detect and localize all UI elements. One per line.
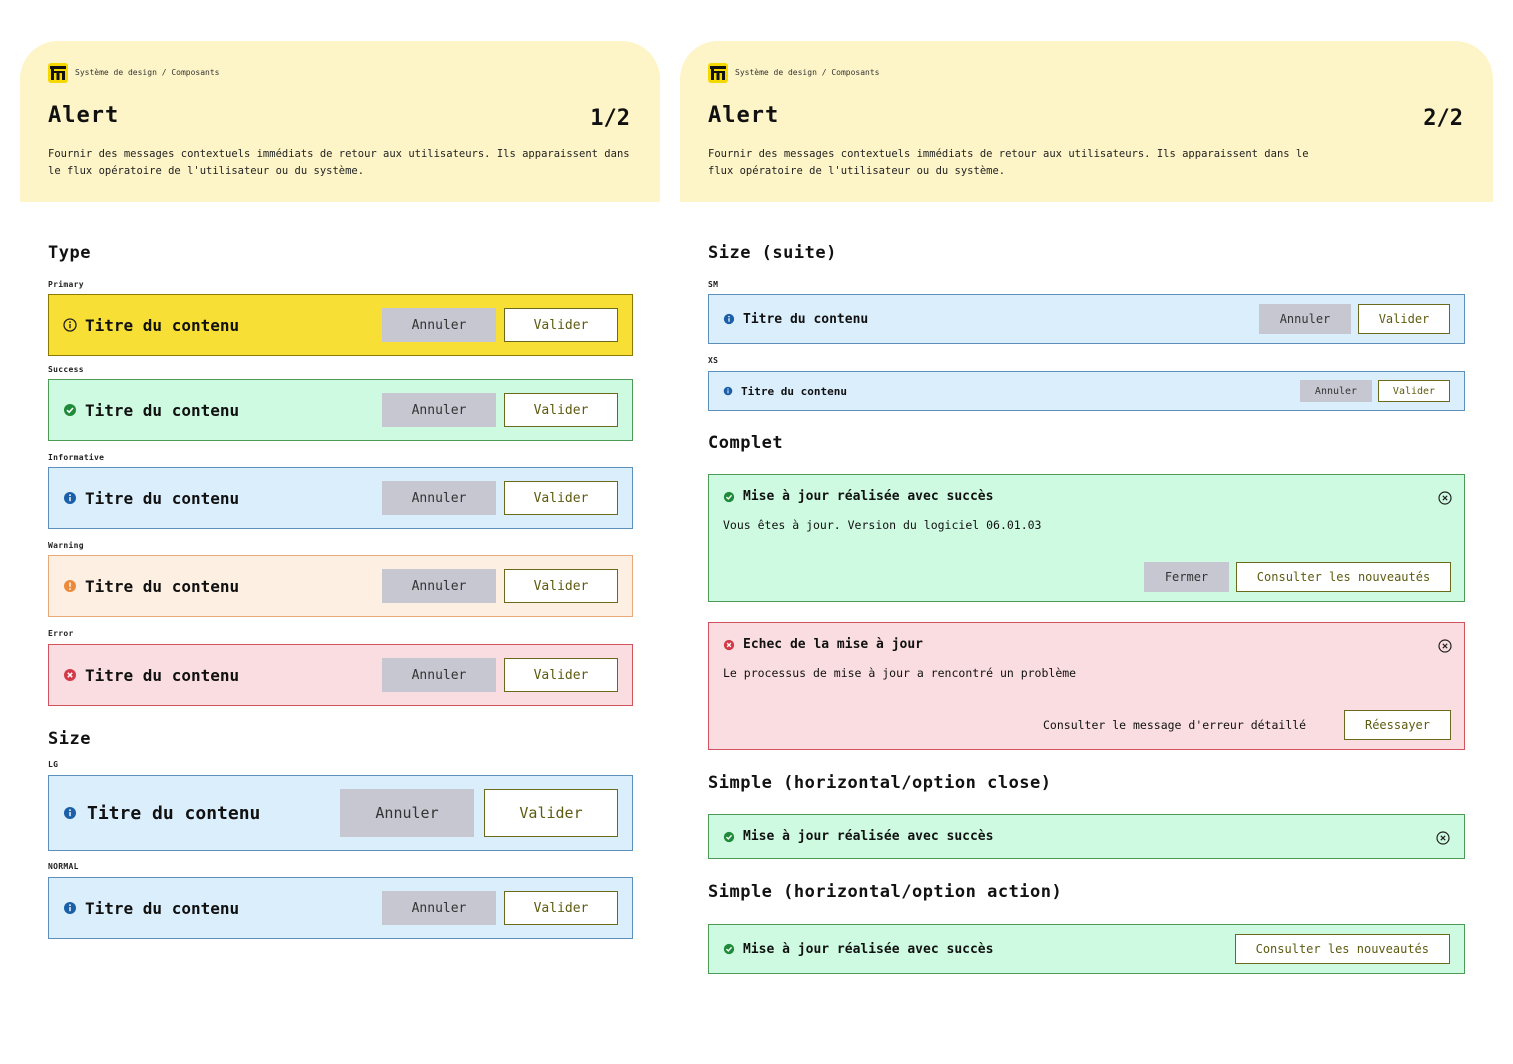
info-outline-icon	[63, 318, 77, 332]
validate-button[interactable]: Valider	[504, 658, 618, 692]
cancel-button[interactable]: Annuler	[1259, 304, 1351, 334]
alert-simple-close: Mise à jour réalisée avec succès	[708, 814, 1465, 859]
alert-title: Titre du contenu	[87, 802, 261, 824]
type-label-error: Error	[48, 629, 74, 638]
alert-title: Titre du contenu	[743, 311, 869, 327]
section-heading-simple-close: Simple (horizontal/option close)	[708, 773, 1052, 793]
section-heading-size-continued: Size (suite)	[708, 243, 837, 263]
cancel-button[interactable]: Annuler	[1300, 380, 1372, 402]
alert-title: Titre du contenu	[85, 315, 240, 335]
header-banner: Système de design / Composants Alert 2/2…	[680, 41, 1493, 202]
type-label-primary: Primary	[48, 280, 84, 289]
breadcrumb-text[interactable]: Système de design / Composants	[75, 68, 220, 77]
cancel-button[interactable]: Annuler	[382, 308, 496, 342]
alert-title: Mise à jour réalisée avec succès	[743, 829, 994, 844]
alert-size-lg: Titre du contenu Annuler Valider	[48, 775, 633, 851]
alert-size-normal: Titre du contenu Annuler Valider	[48, 877, 633, 939]
alert-title: Titre du contenu	[85, 898, 240, 918]
section-heading-complete: Complet	[708, 433, 784, 453]
header-banner: Système de design / Composants Alert 1/2…	[20, 41, 660, 202]
alert-primary: Titre du contenu Annuler Valider	[48, 294, 633, 356]
close-icon[interactable]	[1438, 490, 1452, 505]
cancel-button[interactable]: Annuler	[382, 393, 496, 427]
cancel-button[interactable]: Annuler	[382, 891, 496, 925]
view-updates-button[interactable]: Consulter les nouveautés	[1234, 934, 1450, 964]
error-circle-icon	[63, 668, 77, 682]
page-number: 2/2	[1423, 106, 1463, 131]
check-circle-icon	[723, 831, 735, 843]
alert-message: Vous êtes à jour. Version du logiciel 06…	[723, 518, 1042, 532]
size-label-normal: NORMAL	[48, 862, 79, 871]
section-heading-type: Type	[48, 243, 91, 263]
alert-title: Titre du contenu	[741, 384, 847, 398]
error-circle-icon	[723, 639, 735, 651]
validate-button[interactable]: Valider	[484, 789, 618, 837]
breadcrumb: Système de design / Composants	[48, 62, 220, 83]
page-title: Alert	[48, 103, 120, 128]
cancel-button[interactable]: Annuler	[340, 789, 474, 837]
type-label-informative: Informative	[48, 453, 105, 462]
alert-size-sm: Titre du contenu Annuler Valider	[708, 294, 1465, 344]
panel-page-1: Système de design / Composants Alert 1/2…	[20, 0, 660, 1064]
brand-logo-icon	[48, 62, 68, 83]
validate-button[interactable]: Valider	[504, 891, 618, 925]
section-heading-simple-action: Simple (horizontal/option action)	[708, 882, 1063, 902]
alert-message: Le processus de mise à jour a rencontré …	[723, 666, 1077, 680]
alert-informative: Titre du contenu Annuler Valider	[48, 467, 633, 529]
page-description: Fournir des messages contextuels immédia…	[48, 148, 630, 177]
view-updates-button[interactable]: Consulter les nouveautés	[1236, 562, 1451, 592]
alert-title: Titre du contenu	[85, 576, 240, 596]
check-circle-icon	[723, 491, 735, 503]
retry-button[interactable]: Réessayer	[1344, 710, 1451, 740]
breadcrumb: Système de design / Composants	[708, 62, 880, 83]
breadcrumb-text[interactable]: Système de design / Composants	[735, 68, 880, 77]
alert-complete-success: Mise à jour réalisée avec succès Vous êt…	[708, 474, 1465, 602]
check-circle-icon	[63, 403, 77, 417]
cancel-button[interactable]: Annuler	[382, 658, 496, 692]
close-icon[interactable]	[1438, 638, 1452, 653]
alert-complete-error: Echec de la mise à jour Le processus de …	[708, 622, 1465, 750]
info-circle-icon	[63, 491, 77, 505]
alert-title: Titre du contenu	[85, 665, 240, 685]
alert-title: Mise à jour réalisée avec succès	[743, 489, 994, 504]
size-label-lg: LG	[48, 760, 59, 769]
validate-button[interactable]: Valider	[1378, 380, 1450, 402]
error-details-link[interactable]: Consulter le message d'erreur détaillé	[1043, 718, 1307, 732]
alert-title: Titre du contenu	[85, 400, 240, 420]
type-label-success: Success	[48, 365, 84, 374]
close-icon[interactable]	[1436, 830, 1450, 845]
validate-button[interactable]: Valider	[504, 481, 618, 515]
info-circle-icon	[63, 806, 77, 820]
close-button[interactable]: Fermer	[1144, 562, 1229, 592]
brand-logo-icon	[708, 62, 728, 83]
size-label-xs: XS	[708, 356, 719, 365]
cancel-button[interactable]: Annuler	[382, 481, 496, 515]
warning-circle-icon	[63, 579, 77, 593]
alert-title: Titre du contenu	[85, 488, 240, 508]
page-description: Fournir des messages contextuels immédia…	[708, 148, 1309, 177]
alert-size-xs: Titre du contenu Annuler Valider	[708, 371, 1465, 411]
alert-success: Titre du contenu Annuler Valider	[48, 379, 633, 441]
page-number: 1/2	[590, 106, 630, 131]
check-circle-icon	[723, 943, 735, 955]
info-circle-icon	[723, 386, 733, 396]
cancel-button[interactable]: Annuler	[382, 569, 496, 603]
alert-simple-action: Mise à jour réalisée avec succès Consult…	[708, 924, 1465, 974]
alert-title: Mise à jour réalisée avec succès	[743, 941, 994, 957]
validate-button[interactable]: Valider	[504, 569, 618, 603]
validate-button[interactable]: Valider	[504, 308, 618, 342]
info-circle-icon	[723, 313, 735, 325]
validate-button[interactable]: Valider	[504, 393, 618, 427]
alert-warning: Titre du contenu Annuler Valider	[48, 555, 633, 617]
validate-button[interactable]: Valider	[1358, 304, 1450, 334]
section-heading-size: Size	[48, 729, 91, 749]
info-circle-icon	[63, 901, 77, 915]
alert-title: Echec de la mise à jour	[743, 637, 924, 652]
type-label-warning: Warning	[48, 541, 84, 550]
page-title: Alert	[708, 103, 780, 128]
panel-page-2: Système de design / Composants Alert 2/2…	[680, 0, 1493, 1064]
size-label-sm: SM	[708, 280, 719, 289]
alert-error: Titre du contenu Annuler Valider	[48, 644, 633, 706]
